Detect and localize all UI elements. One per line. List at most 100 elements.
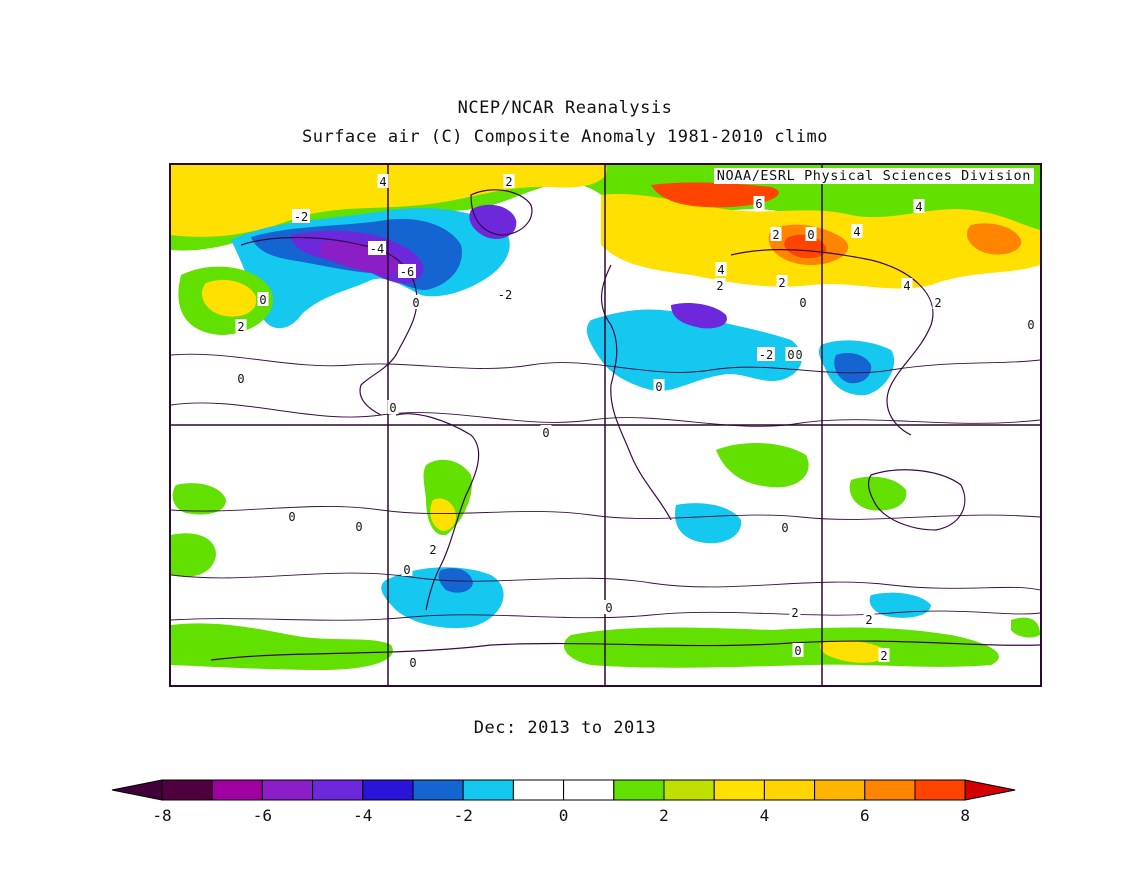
colorbar-segment [563, 779, 615, 801]
contour-label-background [757, 347, 775, 361]
colorbar-tick-label: 6 [860, 806, 870, 825]
colorbar-segment [211, 779, 263, 801]
contour-label: 0 [259, 293, 266, 307]
colorbar-segment [362, 779, 414, 801]
cold-anomaly-south-atlantic [381, 567, 504, 629]
contour-label-background [401, 562, 413, 576]
contour-label: -6 [400, 265, 414, 279]
warm-anomaly-north-pacific-core [201, 279, 257, 317]
contour-label: -4 [370, 242, 384, 256]
color-scale-legend: -8 -6 -4 -2 0 2 4 6 8 [110, 778, 1022, 826]
colorbar-low-arrow [111, 779, 163, 801]
contour-label: 2 [505, 175, 512, 189]
warm-anomaly-pacific-east-small [1011, 617, 1040, 638]
coast-antarctica [210, 640, 1040, 661]
contour-label: -2 [294, 210, 308, 224]
colorbar-tick-label: -2 [454, 806, 473, 825]
colorbar-segment [914, 779, 966, 801]
warm-anomaly-antarctic [171, 623, 393, 670]
contour-label-background [792, 643, 804, 657]
contour-label-background [286, 509, 298, 523]
colorbar-tick-label: -8 [152, 806, 171, 825]
warm-anomaly-south-america-core [430, 498, 456, 531]
contour-label: 4 [379, 175, 386, 189]
contour-label: 0 [1027, 318, 1034, 332]
contour-label-background [789, 605, 801, 619]
colorbar-tick-label: 8 [960, 806, 970, 825]
cold-anomaly-southeast-asia-core [834, 353, 872, 384]
contour-label: 0 [799, 296, 806, 310]
contour-label: 0 [237, 372, 244, 386]
contour-lines [171, 353, 1040, 621]
coast-south-america [395, 413, 480, 611]
warm-anomaly-pacific-tropical [172, 483, 226, 515]
colorbar-segment [864, 779, 916, 801]
contour-label: 0 [781, 521, 788, 535]
coastlines [210, 189, 1040, 661]
contour-label-background [863, 612, 875, 626]
contour-label: 0 [794, 644, 801, 658]
contour-label: 4 [853, 225, 860, 239]
colorbar-high-arrow [964, 779, 1016, 801]
contour-label-background [410, 295, 422, 309]
colorbar-tick-label: -6 [253, 806, 272, 825]
contour-label-background [901, 278, 913, 292]
contour-label: 2 [778, 276, 785, 290]
contour-label-background [797, 295, 809, 309]
contour-label-background [503, 174, 515, 188]
cold-anomaly-south-atlantic-core [438, 568, 473, 593]
colorbar-tick-label: -4 [353, 806, 372, 825]
warm-anomaly-west-pacific [849, 476, 907, 511]
contour-label: 0 [412, 296, 419, 310]
contour-label-background [603, 600, 615, 614]
contour-label: 0 [807, 228, 814, 242]
contour-label-background [257, 292, 269, 306]
contour-label-background [1025, 317, 1037, 331]
contour-label: 4 [903, 279, 910, 293]
contour-label-background [913, 199, 925, 213]
warm-anomaly-arctic-yellow [171, 165, 607, 237]
contour-label-background [235, 319, 247, 333]
contour-label-background [779, 520, 791, 534]
contour-label-background [753, 196, 765, 210]
colorbar-segment [613, 779, 665, 801]
contour-label: 2 [772, 228, 779, 242]
contour-label: 0 [389, 401, 396, 415]
contour-label: 4 [915, 200, 922, 214]
contour-label-background [714, 278, 726, 292]
cold-anomaly-central-asia-blue [671, 303, 727, 329]
coast-asia [730, 248, 934, 436]
colorbar-segment [412, 779, 464, 801]
contour-label: -2 [759, 348, 773, 362]
contour-label-background [496, 287, 514, 301]
contour-label: 0 [605, 601, 612, 615]
contour-label: 0 [403, 563, 410, 577]
contour-label-background [785, 347, 797, 361]
contour-label-background [368, 241, 386, 255]
colorbar-tick-label: 2 [659, 806, 669, 825]
contour-label-background [292, 209, 310, 223]
contour-label-background [793, 347, 805, 361]
colorbar-segment [663, 779, 715, 801]
contour-label: 2 [716, 279, 723, 293]
time-period-label: Dec: 2013 to 2013 [473, 718, 657, 738]
colorbar-segment [814, 779, 866, 801]
colorbar-tick-label: 0 [559, 806, 569, 825]
contour-label-background [427, 542, 439, 556]
chart-title: NCEP/NCAR Reanalysis [457, 98, 673, 118]
chart-subtitle-variable: Surface air (C) Composite Anomaly 1981-2… [301, 127, 828, 147]
contour-label-background [878, 648, 890, 662]
warm-anomaly-antarctic-core [820, 640, 887, 663]
credit-label: NOAA/ESRL Physical Sciences Division [713, 168, 1034, 184]
anomaly-map: 4 2 -2 -4 -6 0 -2 2 0 0 0 0 0 2 0 0 0 0 2 0 0 2 0 0 6 2 0 4 2 4 4 4 2 2 -2… [169, 163, 1042, 687]
warm-anomaly-east-pacific-south [171, 533, 216, 577]
contour-label: 2 [880, 649, 887, 663]
contour-label: -2 [498, 288, 512, 302]
contour-label: 0 [542, 426, 549, 440]
colorbar-segment [763, 779, 816, 801]
contour-label-background [540, 425, 552, 439]
contour-label-background [932, 295, 944, 309]
colorbar-segment [462, 779, 514, 801]
warm-anomaly-indian-ocean [716, 443, 809, 488]
